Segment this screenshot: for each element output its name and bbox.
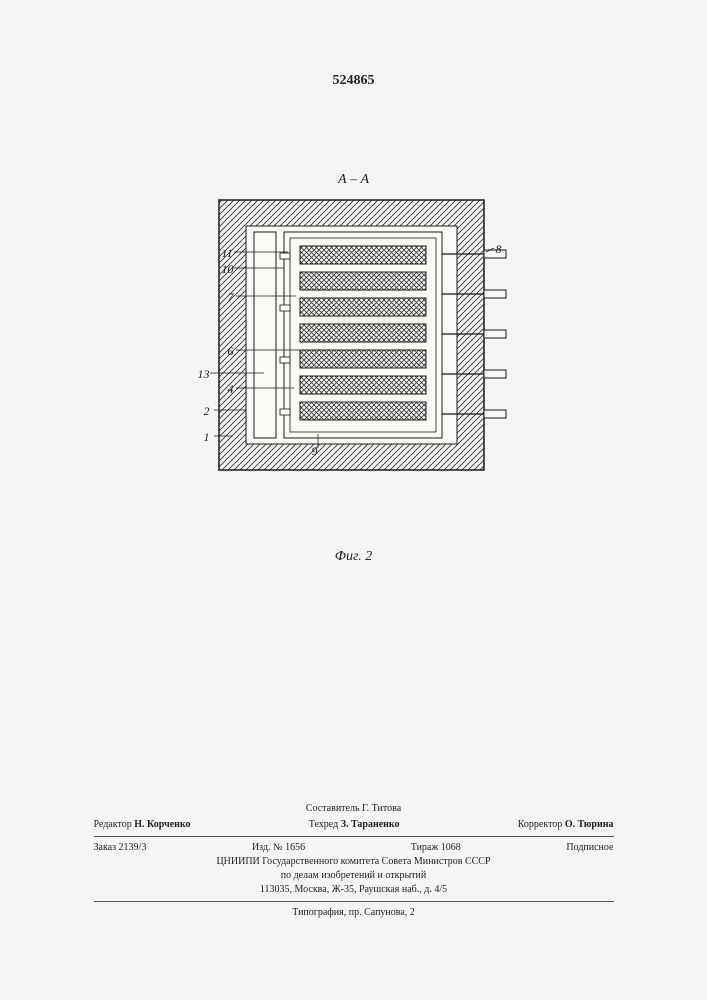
order: Заказ 2139/3 [94,841,147,855]
techred: Техред З. Тараненко [309,818,400,832]
callout-8: 8 [496,242,502,257]
editor: Редактор Н. Корченко [94,818,191,832]
callout-4: 4 [228,382,234,397]
figure-caption: Фиг. 2 [335,549,373,565]
coil-rows [300,246,426,420]
subscription: Подписное [566,841,613,855]
footer-block: Составитель Г. Титова Редактор Н. Корчен… [94,802,614,920]
callout-2: 2 [204,404,210,419]
callout-9: 9 [312,444,318,459]
corrector: Корректор О. Тюрина [518,818,614,832]
edition: Изд. № 1656 [252,841,305,855]
callout-13: 13 [198,367,210,382]
section-label: А – А [338,172,369,188]
figure-2: А – А 11 10 7 6 13 4 2 1 8 9 [184,190,524,540]
typography: Типография, пр. Сапунова, 2 [94,906,614,920]
org-line2: по делам изобретений и открытий [94,869,614,883]
address: 113035, Москва, Ж-35, Раушская наб., д. … [94,883,614,897]
diagram-svg [184,190,524,490]
callout-7: 7 [228,290,234,305]
callout-10: 10 [222,262,234,277]
callout-6: 6 [228,344,234,359]
page-number: 524865 [333,73,375,89]
callout-1: 1 [204,430,210,445]
compiler: Составитель Г. Титова [306,802,401,816]
org-line1: ЦНИИПИ Государственного комитета Совета … [94,855,614,869]
circulation: Тираж 1068 [411,841,461,855]
callout-11: 11 [222,246,233,261]
